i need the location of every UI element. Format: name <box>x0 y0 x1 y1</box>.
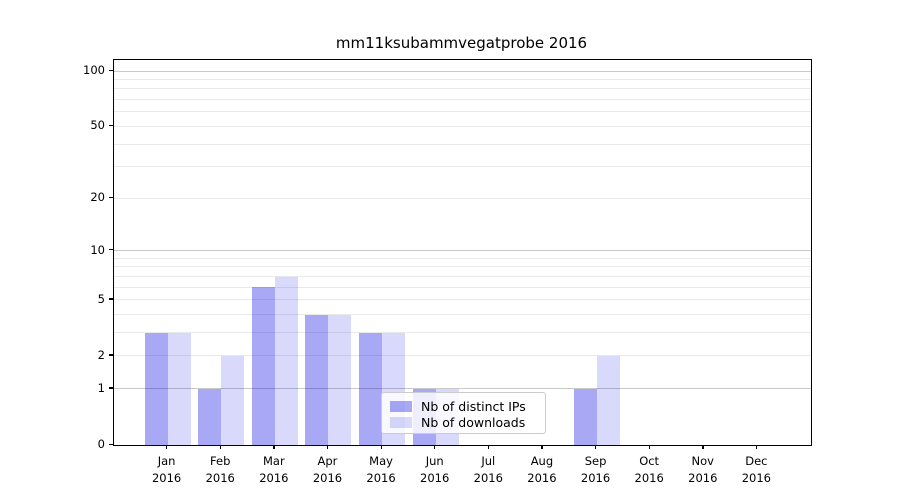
legend-entry-downloads: Nb of downloads <box>390 414 537 430</box>
bar-feb-downloads <box>221 355 245 445</box>
y-tick-50 <box>109 124 113 127</box>
gridline-y-30 <box>114 166 811 168</box>
y-tick-label-10: 10 <box>90 242 105 257</box>
x-tick-apr <box>326 445 329 449</box>
x-tick-label-apr: Apr 2016 <box>312 454 343 485</box>
y-tick-2 <box>109 354 113 356</box>
x-tick-sep <box>595 445 597 449</box>
bar-sep-distinct-ips <box>573 388 597 445</box>
x-tick-label-mar: Mar 2016 <box>259 454 289 485</box>
x-tick-aug <box>541 445 543 449</box>
y-tick-label-5: 5 <box>97 291 105 306</box>
bar-may-distinct-ips <box>359 332 383 445</box>
gridline-y-2 <box>114 355 811 357</box>
gridline-y-70 <box>114 99 811 101</box>
x-tick-mar <box>273 445 275 449</box>
x-tick-label-jun: Jun 2016 <box>420 454 450 485</box>
x-tick-oct <box>648 445 650 449</box>
x-tick-jul <box>487 445 490 449</box>
gridline-y-3 <box>114 332 811 334</box>
x-tick-feb <box>219 445 222 449</box>
y-tick-0 <box>109 443 113 445</box>
gridline-y-9 <box>114 257 811 259</box>
x-tick-label-oct: Oct 2016 <box>634 454 664 485</box>
legend-entry-distinct-ips: Nb of distinct IPs <box>390 398 537 414</box>
gridline-y-7 <box>114 275 811 277</box>
x-tick-nov <box>702 445 704 449</box>
y-tick-1 <box>109 387 113 389</box>
y-tick-label-50: 50 <box>90 118 105 133</box>
x-tick-jan <box>166 445 168 449</box>
y-tick-label-1: 1 <box>97 380 105 395</box>
bar-jan-downloads <box>167 332 191 445</box>
y-tick-5 <box>109 298 113 300</box>
gridline-y-1 <box>114 388 811 390</box>
bar-jan-distinct-ips <box>144 332 168 445</box>
gridline-y-20 <box>114 197 811 199</box>
gridline-y-50 <box>114 125 811 127</box>
x-tick-label-aug: Aug 2016 <box>527 454 557 485</box>
bar-apr-distinct-ips <box>305 314 329 445</box>
y-tick-20 <box>109 196 113 199</box>
legend-label-distinct-ips: Nb of distinct IPs <box>421 398 526 414</box>
bar-feb-distinct-ips <box>198 388 222 445</box>
gridline-y-8 <box>114 266 811 268</box>
gridline-y-4 <box>114 314 811 316</box>
x-tick-label-jul: Jul 2016 <box>473 454 503 485</box>
x-tick-dec <box>755 445 758 449</box>
legend: Nb of distinct IPs Nb of downloads <box>381 392 546 434</box>
bar-apr-downloads <box>328 314 352 445</box>
x-tick-may <box>380 445 382 449</box>
y-tick-100 <box>109 69 113 71</box>
y-tick-label-2: 2 <box>97 347 105 362</box>
y-tick-label-0: 0 <box>97 437 105 451</box>
gridline-y-90 <box>114 78 811 80</box>
x-tick-label-jan: Jan 2016 <box>151 454 182 485</box>
legend-swatch-downloads-icon <box>390 416 412 428</box>
x-tick-jun <box>434 445 436 449</box>
gridline-y-40 <box>114 143 811 145</box>
gridline-y-60 <box>114 111 811 113</box>
gridline-y-5 <box>114 299 811 301</box>
legend-swatch-distinct-ips-icon <box>390 400 412 412</box>
plot-area: Nb of distinct IPs Nb of downloads <box>113 59 812 446</box>
x-tick-label-sep: Sep 2016 <box>580 454 611 485</box>
legend-label-downloads: Nb of downloads <box>421 414 526 430</box>
bar-sep-downloads <box>596 355 620 445</box>
y-tick-label-20: 20 <box>90 190 105 205</box>
x-tick-label-may: May 2016 <box>366 454 396 485</box>
x-tick-label-nov: Nov 2016 <box>688 454 718 485</box>
gridline-y-6 <box>114 286 811 288</box>
x-tick-label-dec: Dec 2016 <box>741 454 772 485</box>
bar-mar-downloads <box>274 276 298 445</box>
gridline-y-80 <box>114 88 811 90</box>
chart-title: mm11ksubammvegatprobe 2016 <box>335 34 588 52</box>
y-tick-label-100: 100 <box>83 63 105 77</box>
y-tick-10 <box>109 249 113 251</box>
gridline-y-10 <box>114 250 811 252</box>
x-tick-label-feb: Feb 2016 <box>205 454 235 485</box>
bar-mar-distinct-ips <box>251 287 275 445</box>
gridline-y-100 <box>114 70 811 72</box>
